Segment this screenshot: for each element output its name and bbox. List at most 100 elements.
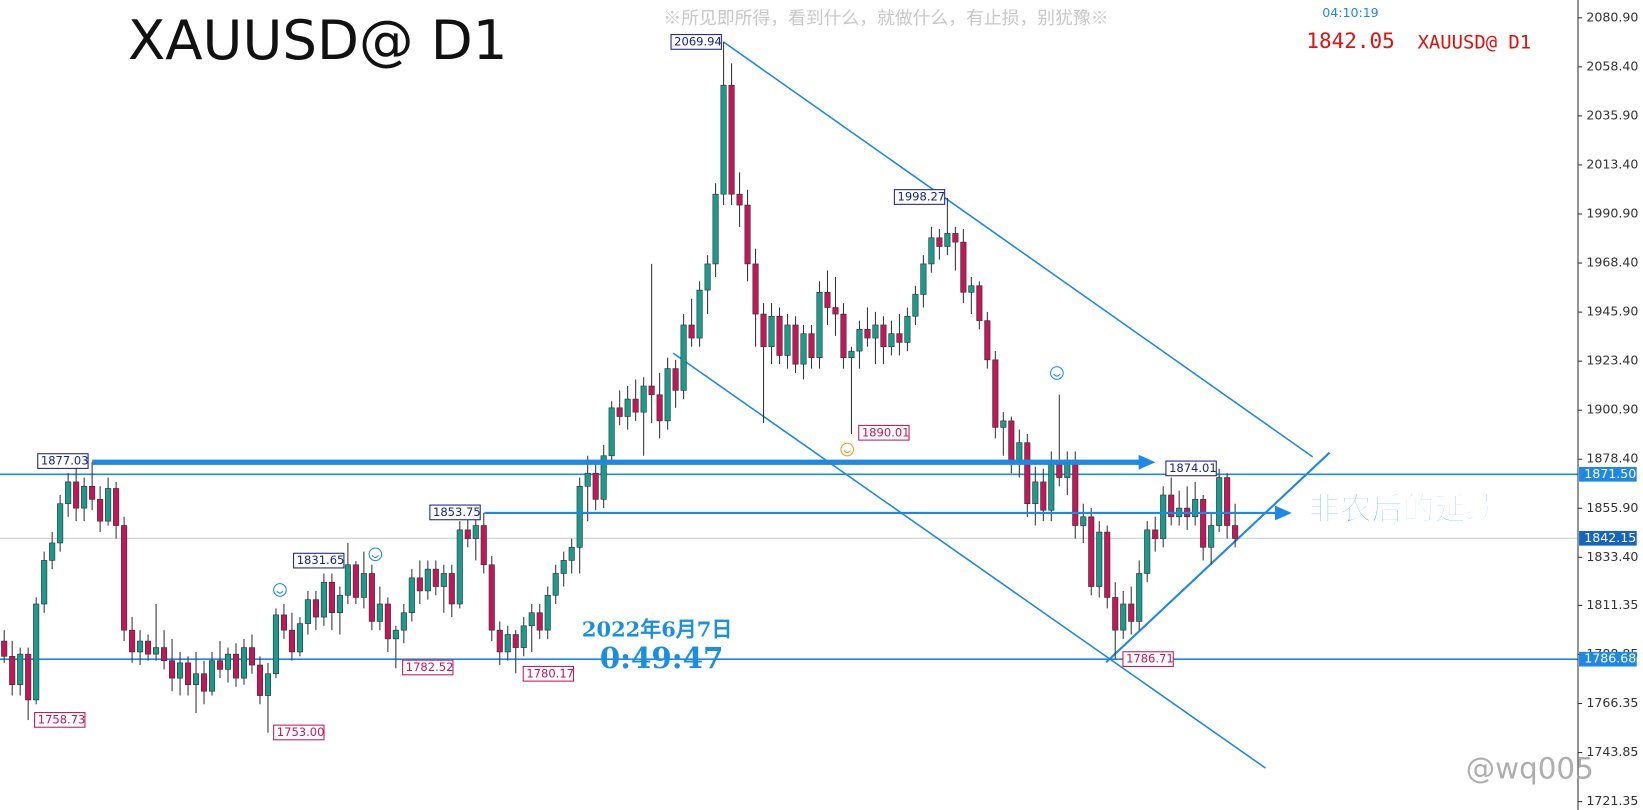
candle-body: [1080, 516, 1087, 526]
y-tick-label: 1833.40: [1586, 549, 1638, 564]
price-label-box: [293, 552, 345, 569]
candle-body: [848, 350, 855, 358]
smiley-mouth: [276, 590, 284, 594]
candle-body: [720, 84, 727, 195]
candle-body: [57, 503, 64, 544]
candle-body: [232, 653, 240, 679]
candle-body: [264, 673, 272, 696]
candle-body: [432, 568, 439, 587]
candle-body: [1104, 531, 1111, 598]
price-label-box: [670, 34, 722, 50]
candle-body: [368, 573, 375, 622]
candle-body: [864, 329, 871, 339]
candle-body: [184, 662, 192, 685]
candle-body: [336, 594, 343, 614]
level-label-box: [1579, 651, 1637, 667]
y-tick-label: 1878.40: [1586, 451, 1638, 466]
candles: [1, 41, 1239, 733]
candle-body: [1088, 516, 1095, 587]
candle-body: [488, 564, 495, 631]
candle-body: [208, 660, 216, 692]
candle-body: [296, 623, 303, 653]
candle-body: [696, 289, 703, 339]
y-tick-label: 1990.90: [1586, 206, 1638, 221]
candle-body: [992, 359, 999, 428]
candle-body: [1208, 525, 1215, 548]
candle-body: [824, 291, 831, 308]
candle-body: [272, 614, 280, 675]
candle-body: [768, 315, 775, 348]
candle-body: [520, 625, 527, 648]
candle-body: [248, 647, 256, 666]
candle-body: [800, 333, 807, 365]
candle-body: [1112, 597, 1119, 631]
price-label: 1874.01: [1169, 461, 1217, 475]
candle-body: [480, 525, 487, 566]
candle-body: [1160, 494, 1167, 539]
candle-body: [816, 291, 823, 358]
candle-body: [928, 237, 935, 265]
candle-body: [153, 647, 160, 655]
candle-body: [512, 634, 519, 648]
candle-body: [33, 603, 40, 701]
candle-body: [1232, 525, 1239, 539]
candle-body: [424, 568, 431, 592]
candle-body: [664, 368, 671, 422]
price-label-box: [522, 665, 575, 682]
trend-line: [1105, 451, 1331, 664]
candle-body: [784, 324, 791, 356]
chart-title: XAUUSD@ D1: [128, 8, 508, 72]
candle-body: [880, 324, 887, 348]
price-label-box: [893, 189, 946, 205]
price-label: 1786.71: [1126, 652, 1174, 666]
plot-underlay: [0, 473, 1578, 660]
price-label: 1780.17: [526, 666, 574, 680]
candle-body: [984, 320, 991, 361]
candle-body: [320, 581, 327, 618]
candle-body: [312, 599, 319, 618]
candle-body: [161, 647, 168, 661]
candle-body: [624, 398, 631, 417]
candle-body: [1200, 499, 1207, 548]
candle-body: [712, 193, 719, 265]
subtitle: ※所见即所得，看到什么，就做什么，有止损，别犹豫※: [663, 8, 1108, 29]
candle-body: [169, 660, 176, 679]
candle-body: [344, 564, 351, 596]
candle-body: [1048, 464, 1055, 511]
candle-body: [1000, 420, 1007, 428]
price-label: 1890.01: [862, 425, 910, 439]
candle-body: [840, 313, 847, 358]
candle-body: [224, 653, 232, 670]
smiley: [840, 442, 855, 457]
candle-body: [17, 653, 24, 685]
candle-body: [752, 263, 759, 315]
price-label: 1831.65: [297, 553, 345, 567]
candle-body: [632, 398, 639, 413]
candle-body: [496, 629, 503, 653]
candle-body: [1024, 442, 1031, 505]
candle-body: [384, 603, 391, 640]
candle-body: [129, 629, 136, 653]
candle-body: [472, 525, 479, 539]
price-label-box: [34, 712, 86, 728]
y-tick-label: 1855.90: [1586, 500, 1638, 515]
price-label: 1877.03: [41, 454, 89, 468]
candle-body: [121, 525, 128, 631]
y-tick-label: 2080.90: [1586, 9, 1638, 24]
candle-body: [760, 313, 767, 348]
smiley-mouth: [843, 450, 851, 454]
candle-body: [856, 329, 863, 352]
y-tick-label: 2035.90: [1586, 107, 1638, 122]
price-label: 1853.75: [433, 505, 481, 519]
candle-body: [9, 655, 16, 685]
y-tick-label: 2058.40: [1586, 58, 1638, 73]
y-tick-label: 1945.90: [1586, 304, 1638, 319]
candle-body: [1, 640, 8, 657]
price-label-box: [37, 453, 89, 469]
clock: 04:10:19: [1322, 5, 1378, 20]
candle-body: [145, 640, 152, 655]
candle-body: [1040, 481, 1047, 511]
candle-body: [888, 333, 895, 348]
